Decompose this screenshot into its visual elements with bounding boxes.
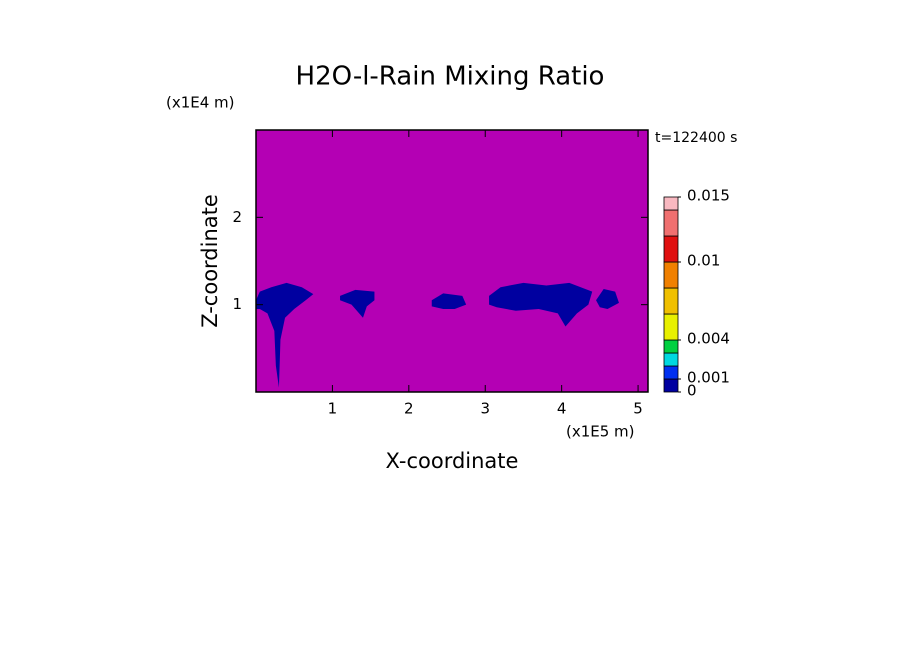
y-tick-label: 1 bbox=[232, 295, 242, 313]
rain-cell bbox=[340, 289, 375, 318]
colorbar-label: 0 bbox=[687, 382, 697, 400]
colorbar-box bbox=[663, 196, 679, 211]
colorbar-box bbox=[663, 339, 679, 354]
y-unit: (x1E4 m) bbox=[166, 94, 235, 112]
plot-background bbox=[256, 130, 648, 392]
colorbar-label: 0.015 bbox=[687, 187, 730, 205]
colorbar-box bbox=[663, 313, 679, 341]
colorbar-label: 0.004 bbox=[687, 330, 730, 348]
x-unit: (x1E5 m) bbox=[566, 423, 635, 441]
x-tick-label: 3 bbox=[480, 400, 490, 418]
colorbar-box bbox=[663, 352, 679, 367]
rain-cell bbox=[256, 282, 314, 388]
y-tick-label: 2 bbox=[232, 208, 242, 226]
chart-title: H2O-l-Rain Mixing Ratio bbox=[296, 62, 605, 92]
rain-cell bbox=[431, 293, 467, 310]
time-label: t=122400 s bbox=[655, 130, 737, 146]
colorbar-box bbox=[663, 365, 679, 380]
colorbar-box bbox=[663, 287, 679, 315]
colorbar-label: 0.01 bbox=[687, 252, 720, 270]
plot-frame bbox=[255, 129, 649, 393]
rain-cell bbox=[596, 288, 619, 310]
x-tick-label: 4 bbox=[557, 400, 567, 418]
colorbar-label: 0.001 bbox=[687, 369, 730, 387]
colorbar-box bbox=[663, 209, 679, 237]
colorbar-box bbox=[663, 378, 679, 393]
colorbar-box bbox=[663, 235, 679, 263]
x-tick-label: 5 bbox=[633, 400, 643, 418]
x-tick-label: 2 bbox=[404, 400, 414, 418]
rain-cell bbox=[489, 282, 593, 327]
x-tick-label: 1 bbox=[328, 400, 338, 418]
y-axis-label: Z-coordinate bbox=[198, 194, 222, 328]
colorbar-box bbox=[663, 261, 679, 289]
x-axis-label: X-coordinate bbox=[386, 449, 519, 473]
